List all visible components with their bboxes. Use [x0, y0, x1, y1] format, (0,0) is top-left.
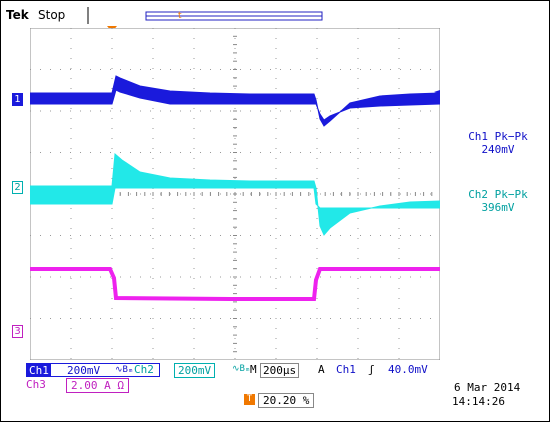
trigger-source[interactable]: Ch1	[336, 363, 356, 376]
readout-row-2: Ch3 2.00 A Ω	[26, 378, 226, 393]
trigger-mode: A	[318, 363, 325, 376]
ch3-label: Ch3	[26, 378, 46, 391]
ch1-bandwidth-icon: ∿Bₘ	[115, 365, 134, 375]
trigger-position-icon: T	[244, 394, 255, 405]
trigger-position-readout[interactable]: T 20.20 %	[244, 393, 324, 408]
top-status-bar: Tek Stop t	[0, 0, 550, 28]
timebase-readout[interactable]: 200µs	[260, 363, 300, 378]
measurement-title: Ch1 Pk−Pk	[468, 130, 528, 143]
ch3-waveform	[30, 267, 440, 301]
ch3-scale[interactable]: 2.00 A Ω	[66, 378, 129, 393]
trigger-level-arrow	[434, 90, 440, 94]
trigger-level[interactable]: 40.0mV	[388, 363, 428, 376]
ch1-label: Ch1	[27, 364, 51, 377]
time-readout: 14:14:26	[452, 395, 505, 408]
ch2-label: Ch2	[134, 363, 154, 376]
ch1-readout[interactable]: Ch1 200mV ∿Bₘ	[26, 363, 160, 377]
measurement-value: 396mV	[481, 201, 515, 214]
trigger-slope-icon: ʃ	[368, 363, 375, 376]
ch2-marker[interactable]: 2	[12, 181, 23, 194]
acquisition-status: Stop	[38, 8, 66, 22]
ch2-waveform	[30, 152, 440, 236]
date-readout: 6 Mar 2014	[454, 381, 521, 394]
ch2-readout[interactable]: Ch2 200mV ∿Bₘ	[134, 363, 258, 378]
measurement-value: 240mV	[481, 143, 515, 156]
measurement-ch2-pkpk: Ch2 Pk−Pk 396mV	[448, 188, 548, 214]
measurement-ch1-pkpk: Ch1 Pk−Pk 240mV	[448, 130, 548, 156]
ch2-scale: 200mV	[174, 363, 216, 378]
readout-row-1: Ch1 200mV ∿Bₘ Ch2 200mV ∿Bₘ M 200µs A Ch…	[26, 363, 442, 378]
ch3-marker[interactable]: 3	[12, 325, 23, 338]
ch1-scale: 200mV	[67, 364, 101, 377]
trigger-position-value: 20.20 %	[258, 393, 315, 408]
svg-text:t: t	[178, 11, 182, 21]
horizontal-prefix: M	[250, 363, 257, 376]
ch2-bandwidth-icon: ∿Bₘ	[232, 364, 251, 374]
ch1-marker[interactable]: 1	[12, 93, 23, 106]
ch1-waveform	[30, 75, 440, 127]
measurement-title: Ch2 Pk−Pk	[468, 188, 528, 201]
record-position-bar: t	[87, 7, 323, 24]
brand-logo: Tek	[6, 8, 29, 22]
waveform-display	[30, 28, 440, 360]
